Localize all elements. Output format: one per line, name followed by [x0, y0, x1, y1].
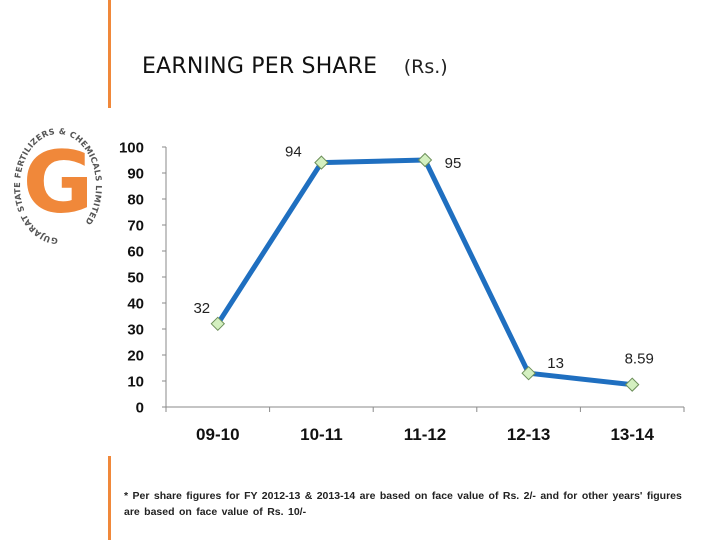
- data-point-marker: [314, 155, 329, 170]
- data-labels: 32 94 95 13 8.59: [193, 144, 653, 373]
- footnote: * Per share figures for FY 2012-13 & 201…: [124, 490, 682, 518]
- unit-label: (Rs.): [403, 56, 448, 78]
- accent-divider-bottom: [108, 456, 111, 540]
- y-tick-label: 90: [127, 166, 144, 183]
- data-label: 94: [285, 144, 302, 161]
- x-tick-label: 12-13: [507, 425, 550, 444]
- eps-markers: [210, 152, 640, 392]
- y-tick-label: 20: [127, 348, 144, 365]
- y-tick-label: 30: [127, 322, 144, 339]
- logo-letter: G: [23, 133, 94, 233]
- y-tick-label: 60: [127, 244, 144, 261]
- data-label: 95: [445, 155, 462, 172]
- y-axis-ticks: 0 10 20 30 40 50 60 70 80 90 100: [119, 140, 166, 417]
- eps-line-chart: 0 10 20 30 40 50 60 70 80 90 100 09-10 10-11 11-12 12…: [119, 140, 685, 444]
- page-title: EARNING PER SHARE: [142, 54, 378, 79]
- eps-line: [215, 157, 635, 388]
- data-point-marker: [210, 316, 226, 332]
- accent-divider-top: [108, 0, 111, 108]
- data-label: 13: [547, 355, 564, 372]
- y-tick-label: 0: [136, 400, 144, 417]
- eps-series: [215, 157, 635, 388]
- data-label: 32: [193, 300, 210, 317]
- data-point-marker: [417, 152, 433, 168]
- y-tick-label: 80: [127, 192, 144, 209]
- y-tick-label: 40: [127, 296, 144, 313]
- x-tick-label: 13-14: [610, 425, 654, 444]
- x-tick-label: 11-12: [404, 425, 447, 444]
- chart-axes: [165, 147, 684, 408]
- data-point-marker: [521, 365, 536, 381]
- y-tick-label: 50: [127, 270, 144, 287]
- data-point-marker: [624, 377, 640, 392]
- x-tick-label: 10-11: [300, 425, 343, 444]
- y-tick-label: 70: [127, 218, 144, 235]
- data-label: 8.59: [625, 351, 654, 368]
- x-tick-label: 09-10: [196, 425, 239, 444]
- y-tick-label: 100: [119, 140, 144, 157]
- x-axis-ticks: 09-10 10-11 11-12 12-13 13-14: [165, 407, 685, 444]
- y-tick-label: 10: [127, 374, 144, 391]
- title-block: EARNING PER SHARE (Rs.): [142, 54, 448, 79]
- company-logo: GUJARAT STATE FERTILIZERS & CHEMICALS LI…: [14, 126, 102, 246]
